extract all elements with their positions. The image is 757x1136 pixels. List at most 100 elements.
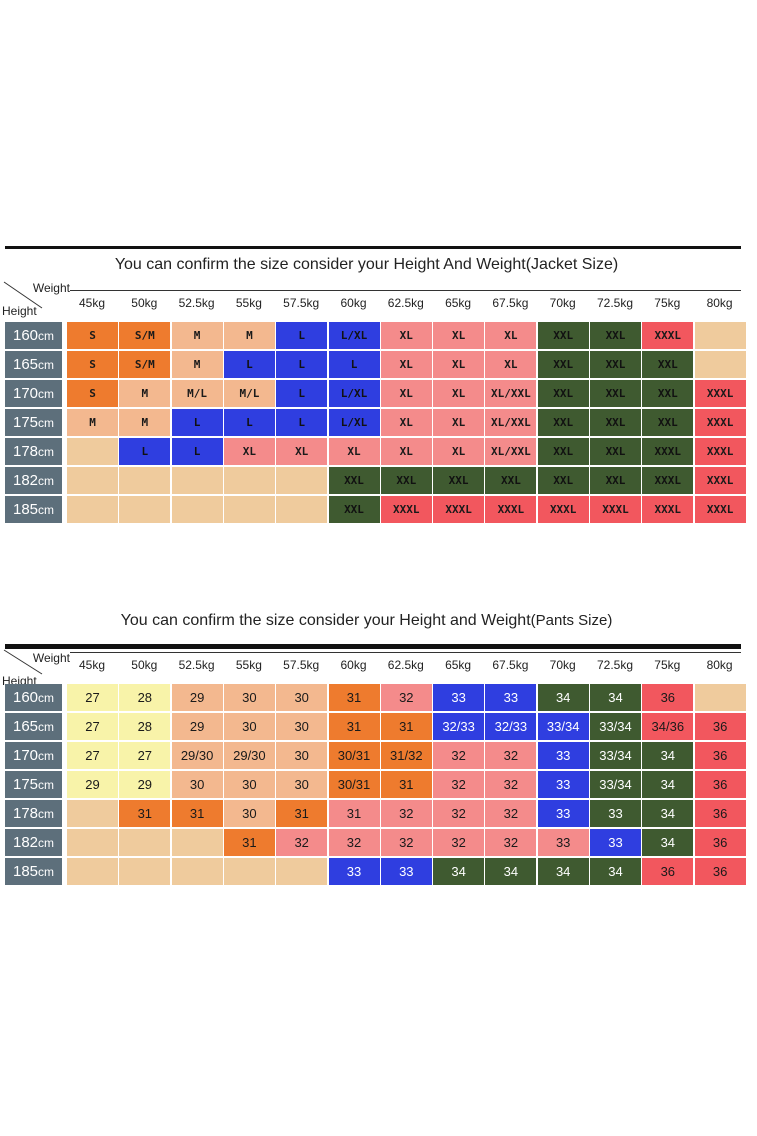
height-header: 165cm bbox=[5, 351, 62, 378]
size-cell: XL bbox=[433, 380, 485, 407]
size-cell: XXXL bbox=[642, 438, 694, 465]
size-cell bbox=[119, 858, 171, 885]
size-cell: S/M bbox=[119, 351, 171, 378]
size-cell: L/XL bbox=[328, 409, 380, 436]
size-cell: L bbox=[276, 380, 328, 407]
size-cell: 32 bbox=[433, 742, 485, 769]
size-cell: XXL bbox=[590, 467, 641, 494]
size-cell: 30 bbox=[171, 771, 223, 798]
size-cell: XL/XXL bbox=[485, 380, 537, 407]
size-cell bbox=[67, 858, 118, 885]
size-cell: 34 bbox=[642, 771, 694, 798]
size-cell: XXXL bbox=[694, 438, 746, 465]
size-cell: XL bbox=[380, 322, 432, 349]
weight-header: 80kg bbox=[706, 658, 733, 672]
weight-header: 72.5kg bbox=[596, 658, 634, 672]
size-cell: 34 bbox=[537, 858, 589, 885]
size-cell: 30 bbox=[223, 771, 275, 798]
height-header: 160cm bbox=[5, 322, 62, 349]
size-cell: 31 bbox=[380, 713, 432, 740]
pants-chart-title: You can confirm the size consider your H… bbox=[0, 612, 745, 630]
size-cell: 30 bbox=[223, 800, 275, 827]
size-cell: XXL bbox=[328, 467, 380, 494]
header-line bbox=[70, 290, 741, 291]
size-cell: 36 bbox=[694, 771, 746, 798]
weight-header: 62.5kg bbox=[387, 296, 424, 310]
size-cell: 32/33 bbox=[433, 713, 485, 740]
size-cell: XXL bbox=[642, 409, 694, 436]
weight-header: 75kg bbox=[654, 658, 681, 672]
size-cell bbox=[276, 858, 328, 885]
size-cell: XXL bbox=[537, 438, 589, 465]
size-cell: 30 bbox=[223, 684, 275, 711]
height-unit: cm bbox=[38, 358, 55, 372]
weight-header: 65kg bbox=[445, 658, 472, 672]
size-cell bbox=[694, 684, 746, 711]
size-cell: 32 bbox=[485, 742, 537, 769]
size-cell: 33 bbox=[380, 858, 432, 885]
weight-label: Weight bbox=[32, 281, 70, 295]
size-cell: 31 bbox=[328, 684, 380, 711]
size-cell: XXXL bbox=[694, 380, 746, 407]
weight-header: 60kg bbox=[340, 658, 367, 672]
size-cell: XXL bbox=[642, 351, 694, 378]
weight-label: Weight bbox=[32, 651, 70, 665]
size-cell: XXXL bbox=[537, 496, 589, 523]
size-cell: 33 bbox=[537, 742, 589, 769]
size-cell: 33 bbox=[537, 771, 589, 798]
size-cell: 32 bbox=[380, 800, 432, 827]
weight-header: 70kg bbox=[549, 658, 576, 672]
size-cell: XL bbox=[380, 438, 432, 465]
diagonal-divider bbox=[3, 281, 43, 309]
size-cell: M bbox=[223, 322, 275, 349]
size-cell: 31 bbox=[276, 800, 328, 827]
size-cell: L/XL bbox=[328, 322, 380, 349]
size-cell: 27 bbox=[119, 742, 171, 769]
size-cell: 30/31 bbox=[328, 771, 380, 798]
size-cell: XL bbox=[485, 351, 537, 378]
size-cell: 34 bbox=[590, 858, 641, 885]
size-cell: 32 bbox=[433, 829, 485, 856]
height-value: 182 bbox=[12, 472, 39, 489]
size-cell: XXXL bbox=[694, 467, 746, 494]
size-cell: 27 bbox=[67, 713, 118, 740]
size-cell: XXL bbox=[485, 467, 537, 494]
height-header: 178cm bbox=[5, 438, 62, 465]
header-line bbox=[70, 652, 741, 653]
size-cell: 33/34 bbox=[590, 771, 641, 798]
size-cell: XXL bbox=[590, 322, 641, 349]
size-cell: 28 bbox=[119, 684, 171, 711]
height-unit: cm bbox=[38, 387, 55, 401]
size-cell: XL bbox=[380, 380, 432, 407]
size-cell: 29 bbox=[171, 684, 223, 711]
size-cell: 32 bbox=[485, 771, 537, 798]
size-cell bbox=[171, 829, 223, 856]
size-cell: L bbox=[328, 351, 380, 378]
size-cell: 36 bbox=[694, 858, 746, 885]
size-cell: XXL bbox=[642, 380, 694, 407]
size-cell: M bbox=[119, 409, 171, 436]
size-cell: 36 bbox=[642, 684, 694, 711]
size-cell: 30 bbox=[276, 771, 328, 798]
weight-header: 72.5kg bbox=[596, 296, 634, 310]
size-cell: XXL bbox=[590, 438, 641, 465]
weight-header: 45kg bbox=[78, 296, 106, 310]
size-cell: XXL bbox=[537, 380, 589, 407]
size-cell: 27 bbox=[67, 742, 118, 769]
size-cell: 34 bbox=[642, 742, 694, 769]
size-cell: 32 bbox=[485, 800, 537, 827]
size-cell: L bbox=[171, 409, 223, 436]
diagonal-divider bbox=[3, 649, 43, 675]
size-cell bbox=[119, 829, 171, 856]
height-header: 178cm bbox=[5, 800, 62, 827]
size-cell: XXXL bbox=[433, 496, 485, 523]
size-cell: 34 bbox=[433, 858, 485, 885]
size-cell: S bbox=[67, 380, 118, 407]
size-cell: 34 bbox=[642, 800, 694, 827]
size-cell: 32 bbox=[380, 684, 432, 711]
size-cell: 34/36 bbox=[642, 713, 694, 740]
size-cell: M bbox=[119, 380, 171, 407]
height-unit: cm bbox=[38, 778, 55, 792]
size-cell: 33 bbox=[328, 858, 380, 885]
size-cell: 33 bbox=[537, 829, 589, 856]
